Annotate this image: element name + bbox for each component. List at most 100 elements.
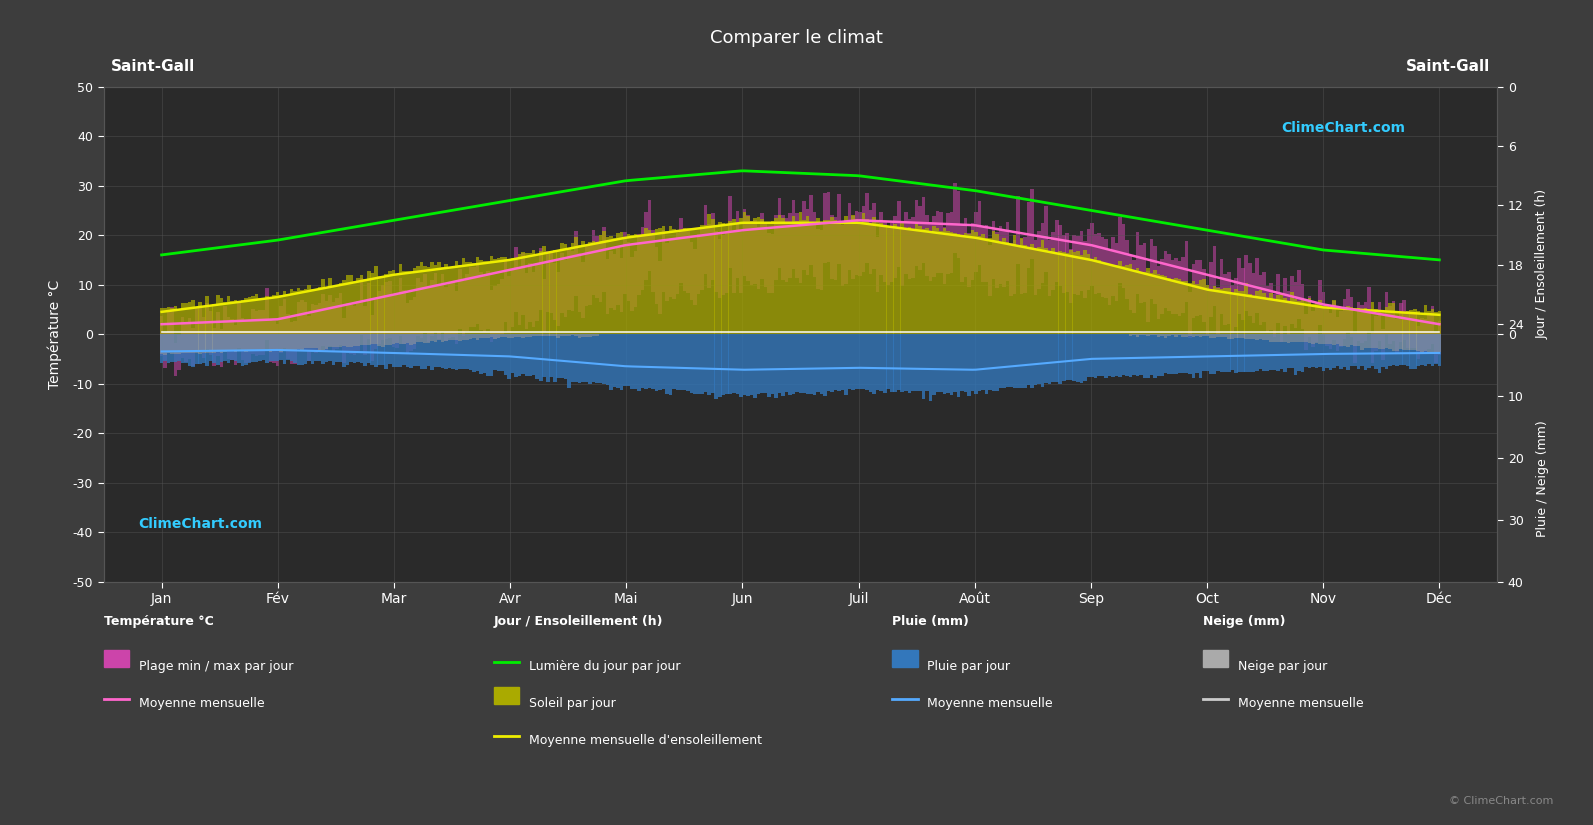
Bar — [844, 334, 847, 394]
Bar — [1177, 279, 1182, 334]
Bar — [760, 213, 763, 279]
Bar — [1357, 308, 1360, 334]
Bar — [812, 222, 816, 334]
Bar — [704, 205, 707, 274]
Bar — [1392, 334, 1395, 365]
Bar — [1160, 334, 1164, 337]
Bar — [436, 334, 441, 367]
Bar — [194, 334, 199, 353]
Bar — [1115, 334, 1118, 376]
Bar — [1384, 307, 1389, 334]
Bar — [1164, 334, 1168, 338]
Bar — [515, 334, 518, 377]
Bar — [419, 334, 424, 342]
Bar — [433, 266, 436, 334]
Bar — [750, 221, 753, 285]
Bar — [419, 334, 424, 370]
Bar — [683, 229, 687, 334]
Bar — [886, 227, 890, 334]
Bar — [992, 220, 996, 280]
Bar — [1129, 334, 1133, 336]
Bar — [833, 217, 838, 280]
Bar — [613, 238, 616, 334]
Bar — [661, 334, 666, 389]
Bar — [1340, 334, 1343, 346]
Bar — [339, 334, 342, 362]
Bar — [1185, 334, 1188, 374]
Bar — [188, 318, 191, 359]
Bar — [1427, 313, 1431, 349]
Bar — [1279, 334, 1284, 342]
Bar — [416, 334, 419, 366]
Bar — [1164, 276, 1168, 334]
Bar — [1139, 272, 1142, 334]
Bar — [1381, 334, 1384, 349]
Bar — [1437, 334, 1442, 352]
Bar — [1247, 334, 1252, 339]
Bar — [859, 213, 862, 276]
Bar — [1399, 313, 1402, 334]
Bar — [1282, 298, 1287, 334]
Bar — [830, 334, 833, 392]
Bar — [406, 271, 409, 334]
Bar — [602, 232, 605, 334]
Bar — [430, 262, 433, 334]
Bar — [170, 307, 174, 351]
Bar — [908, 334, 911, 394]
Bar — [996, 334, 999, 391]
Bar — [427, 334, 430, 343]
Bar — [803, 201, 806, 270]
Bar — [553, 334, 556, 382]
Bar — [1125, 334, 1129, 375]
Bar — [1080, 334, 1083, 383]
Bar — [1235, 289, 1238, 334]
Bar — [1332, 334, 1337, 368]
Bar — [591, 334, 596, 382]
Bar — [1121, 224, 1125, 288]
Bar — [433, 334, 436, 342]
Bar — [521, 253, 526, 315]
Bar — [1399, 334, 1402, 365]
Bar — [1235, 334, 1238, 373]
Bar — [546, 252, 550, 313]
Bar — [1188, 283, 1192, 334]
Bar — [701, 225, 704, 334]
Bar — [511, 334, 515, 338]
Bar — [658, 228, 661, 334]
Bar — [1419, 334, 1424, 365]
Bar — [317, 334, 322, 361]
Bar — [299, 290, 304, 334]
Bar — [806, 210, 809, 276]
Bar — [1265, 298, 1270, 334]
Bar — [830, 217, 833, 334]
Bar — [1311, 334, 1314, 367]
Bar — [419, 262, 424, 334]
Bar — [911, 334, 914, 390]
Bar — [1262, 334, 1265, 371]
Bar — [753, 334, 757, 398]
Bar — [1217, 288, 1220, 334]
Bar — [191, 328, 194, 366]
Bar — [876, 334, 879, 390]
Bar — [497, 258, 500, 334]
Bar — [223, 306, 226, 351]
Bar — [550, 334, 553, 377]
Bar — [1206, 334, 1209, 337]
Bar — [1413, 309, 1416, 334]
Bar — [209, 311, 212, 355]
Bar — [1424, 334, 1427, 366]
Bar — [879, 334, 883, 391]
Bar — [690, 334, 693, 393]
Bar — [1177, 334, 1182, 336]
Bar — [451, 334, 454, 340]
Bar — [357, 300, 360, 351]
Bar — [1290, 292, 1294, 334]
Bar — [532, 334, 535, 375]
Bar — [1410, 334, 1413, 369]
Bar — [349, 304, 354, 354]
Bar — [1066, 252, 1069, 334]
Bar — [763, 224, 768, 286]
Bar — [462, 280, 465, 337]
Bar — [1072, 252, 1075, 334]
Bar — [999, 242, 1002, 334]
